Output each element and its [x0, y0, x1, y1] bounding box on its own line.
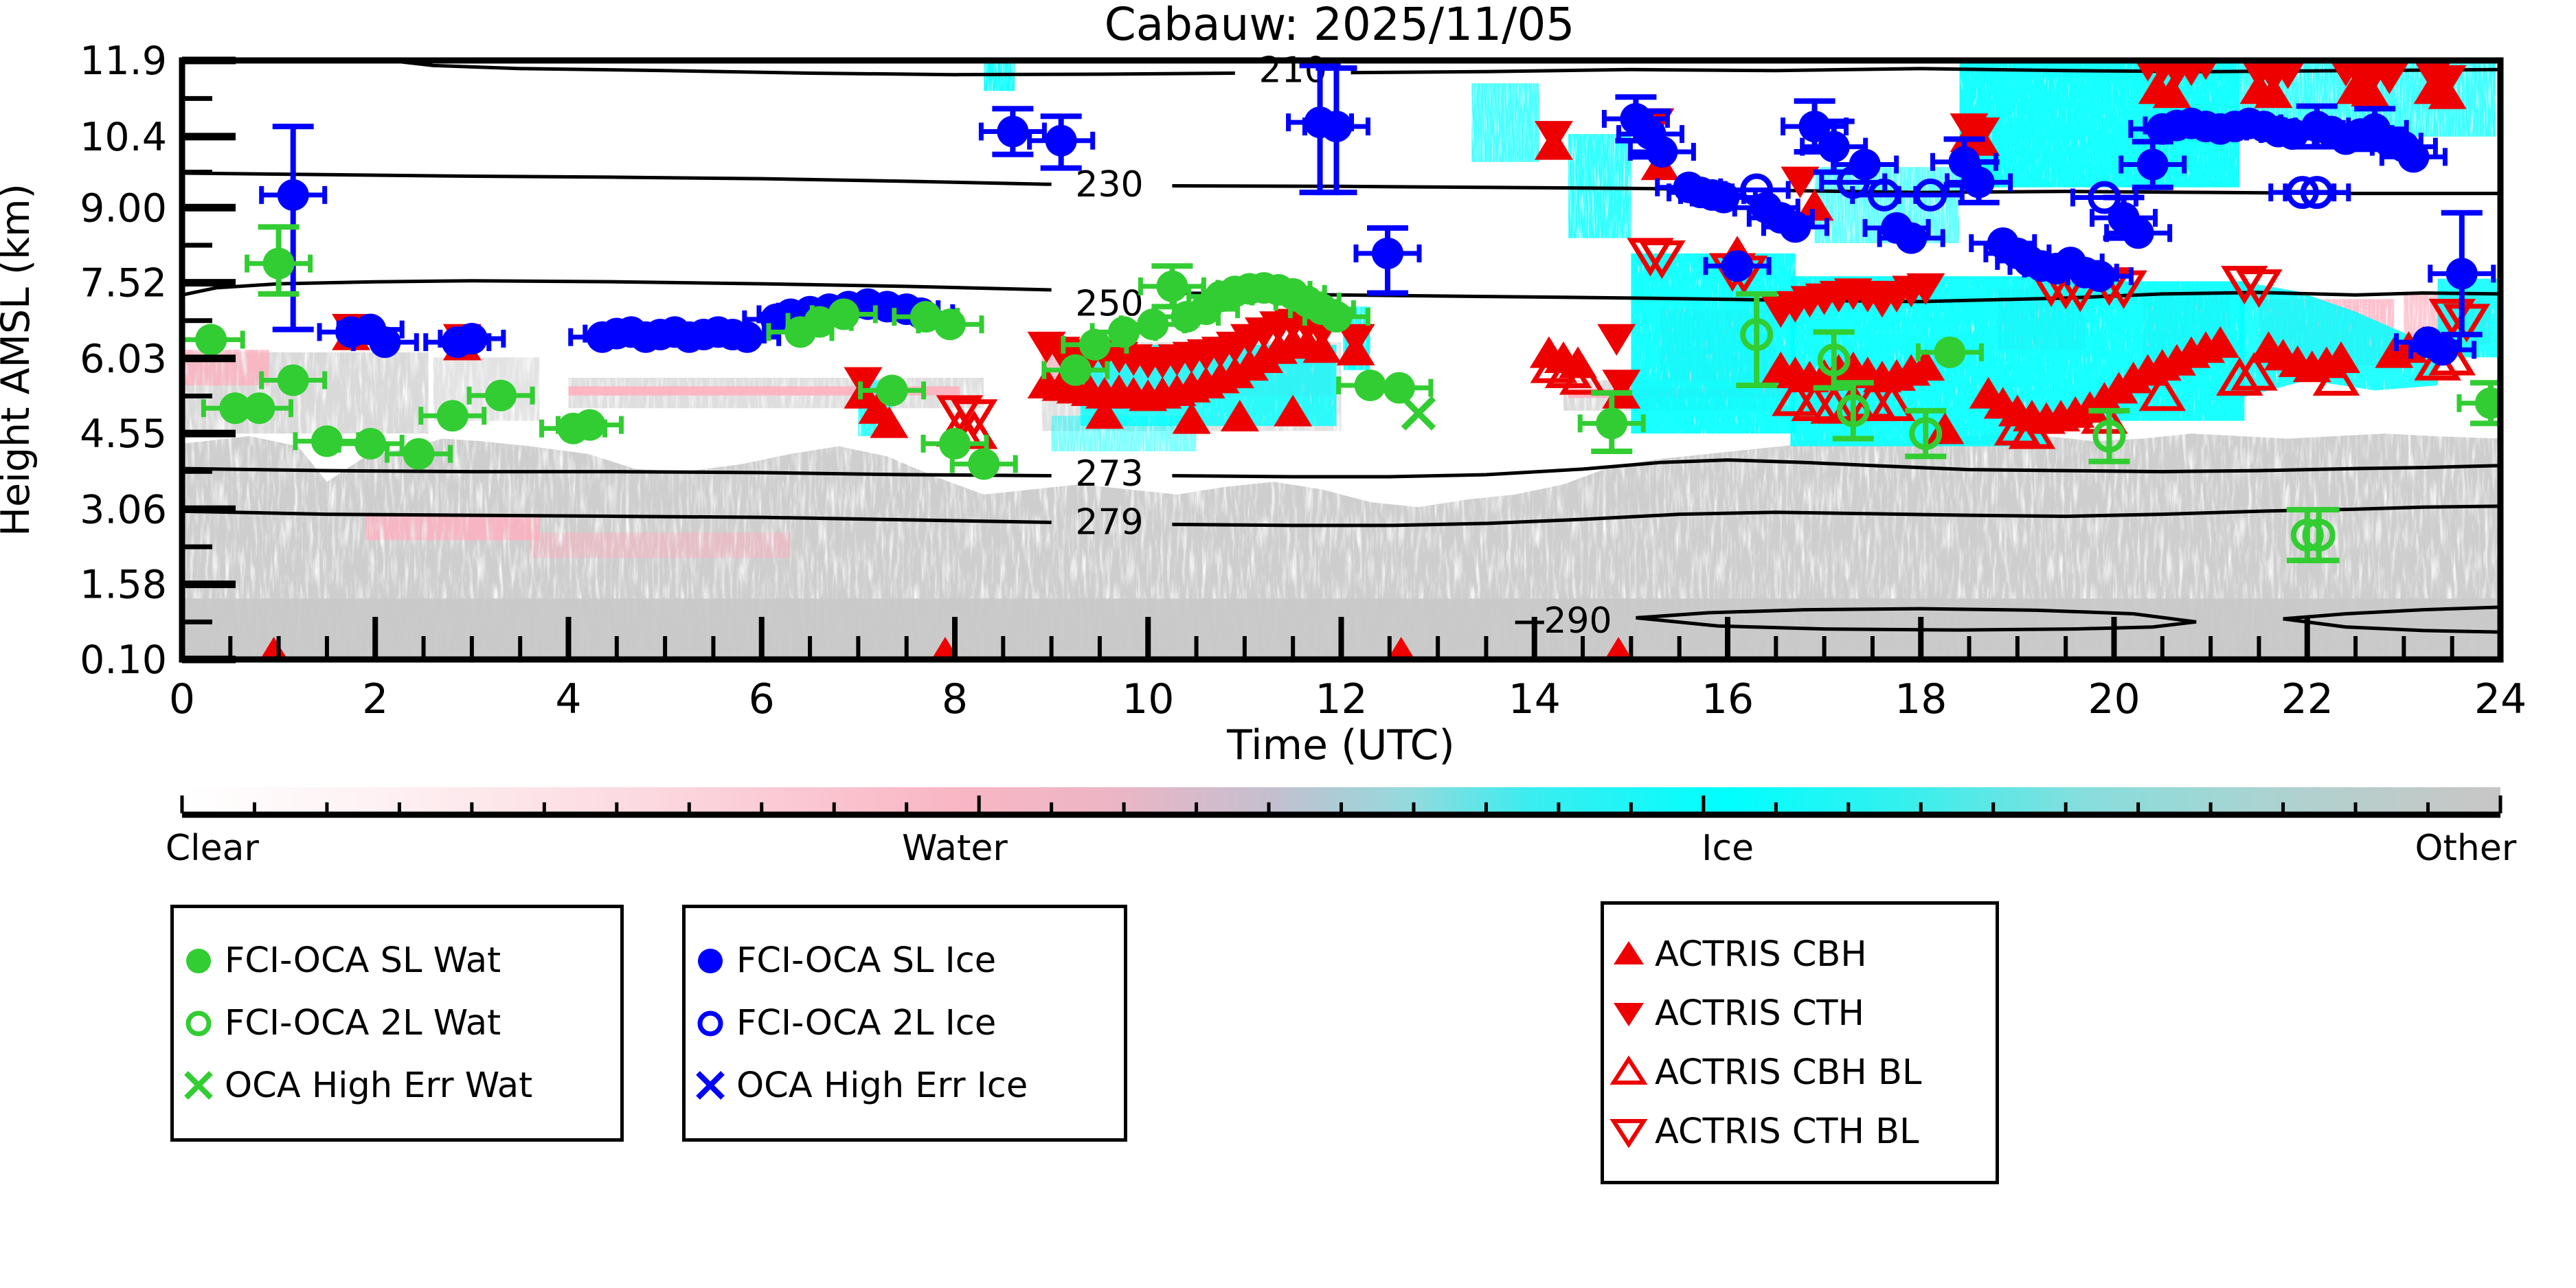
filled-red-triangle-up-icon [1609, 935, 1648, 973]
svg-text:273: 273 [1075, 453, 1143, 495]
contour-labels: 210 230 250 273 279 290 [1075, 50, 1612, 642]
legend-item-actris-cbh: ACTRIS CBH [1609, 935, 1990, 973]
svg-text:8: 8 [942, 675, 968, 723]
svg-text:18: 18 [1895, 675, 1947, 723]
svg-text:24: 24 [2474, 675, 2527, 723]
series-fci-oca-sl-wat [182, 224, 2500, 480]
legend-item-actris-cth: ACTRIS CTH [1609, 994, 1990, 1032]
svg-text:6.03: 6.03 [80, 337, 167, 382]
svg-text:12: 12 [1315, 675, 1367, 723]
svg-text:20: 20 [2088, 675, 2140, 723]
filled-red-triangle-down-icon [1609, 994, 1648, 1032]
temperature-contours [182, 60, 2500, 634]
legend-label: FCI-OCA SL Wat [225, 940, 501, 982]
svg-text:290: 290 [1544, 600, 1612, 642]
legend-label: FCI-OCA 2L Ice [736, 1003, 997, 1043]
svg-text:9.00: 9.00 [80, 185, 167, 231]
svg-text:230: 230 [1075, 164, 1143, 205]
legend-item-oca-high-err-wat: OCA High Err Wat [179, 1066, 615, 1105]
filled-blue-circle-icon [691, 942, 730, 980]
classification-colorbar: Clear Water Ice Other [166, 787, 2517, 869]
blue-x-icon [691, 1066, 730, 1105]
svg-text:3.06: 3.06 [80, 487, 167, 532]
svg-text:6: 6 [749, 675, 775, 723]
svg-text:0: 0 [169, 675, 195, 723]
colorbar-label-water: Water [902, 828, 1008, 869]
open-red-triangle-down-icon [1609, 1112, 1648, 1151]
svg-text:7.52: 7.52 [80, 261, 167, 306]
svg-text:11.9: 11.9 [80, 38, 167, 84]
open-green-circle-icon [179, 1004, 218, 1043]
svg-text:22: 22 [2281, 675, 2334, 723]
legend-label: ACTRIS CTH BL [1655, 1111, 1919, 1152]
svg-text:250: 250 [1075, 284, 1143, 325]
legend-item-oca-high-err-ice: OCA High Err Ice [691, 1066, 1118, 1105]
legend-label: FCI-OCA SL Ice [736, 940, 997, 982]
green-x-icon [179, 1066, 218, 1105]
legend-label: ACTRIS CTH [1655, 993, 1864, 1034]
legend-actris: ACTRIS CBH ACTRIS CTH ACTRIS CBH BL ACTR… [1601, 901, 1999, 1184]
svg-text:0.10: 0.10 [80, 637, 167, 683]
svg-text:4: 4 [555, 675, 581, 723]
legend-item-fci-oca-2l-wat: FCI-OCA 2L Wat [179, 1004, 615, 1043]
series-oca-high-err-wat [1401, 396, 1436, 431]
svg-text:2: 2 [362, 675, 388, 723]
legend-label: FCI-OCA 2L Wat [225, 1003, 501, 1043]
chart-title: Cabauw: 2025/11/05 [1105, 0, 1575, 51]
open-blue-circle-icon [691, 1004, 730, 1043]
svg-text:10: 10 [1122, 675, 1174, 723]
legend-item-fci-oca-sl-wat: FCI-OCA SL Wat [179, 942, 615, 980]
open-red-triangle-up-icon [1609, 1053, 1648, 1092]
legend-item-fci-oca-2l-ice: FCI-OCA 2L Ice [691, 1004, 1118, 1043]
svg-text:16: 16 [1702, 675, 1754, 723]
series-fci-oca-2l-ice [1722, 166, 2351, 214]
legend-label: OCA High Err Wat [225, 1065, 533, 1106]
legend-ice-products: FCI-OCA SL Ice FCI-OCA 2L Ice OCA High E… [682, 905, 1127, 1142]
axes-frame-and-ticks: 0 2 4 6 8 10 12 14 16 18 20 22 240.101.583.064.556.0… [80, 38, 2527, 723]
y-axis-label: Height AMSL (km) [0, 183, 38, 536]
svg-text:10.4: 10.4 [80, 115, 167, 160]
legend-label: ACTRIS CBH BL [1655, 1052, 1922, 1093]
legend-label: ACTRIS CBH [1655, 934, 1867, 975]
svg-text:1.58: 1.58 [80, 563, 167, 608]
legend-label: OCA High Err Ice [736, 1065, 1028, 1106]
colorbar-label-ice: Ice [1702, 828, 1754, 869]
data-series [182, 60, 2500, 659]
colorbar-label-other: Other [2415, 828, 2517, 869]
svg-text:4.55: 4.55 [80, 411, 167, 457]
filled-green-circle-icon [179, 942, 218, 980]
svg-text:14: 14 [1509, 675, 1561, 723]
colorbar-label-clear: Clear [166, 828, 260, 869]
x-axis-label: Time (UTC) [1226, 721, 1455, 769]
svg-text:210: 210 [1259, 50, 1327, 91]
series-fci-oca-2l-wat [1736, 291, 2340, 563]
series-actris-cbh [260, 72, 2467, 659]
svg-text:279: 279 [1075, 501, 1143, 543]
legend-item-fci-oca-sl-ice: FCI-OCA SL Ice [691, 942, 1118, 980]
legend-item-actris-cbh-bl: ACTRIS CBH BL [1609, 1053, 1990, 1092]
legend-item-actris-cth-bl: ACTRIS CTH BL [1609, 1112, 1990, 1151]
legend-water-products: FCI-OCA SL Wat FCI-OCA 2L Wat OCA High E… [170, 905, 624, 1142]
